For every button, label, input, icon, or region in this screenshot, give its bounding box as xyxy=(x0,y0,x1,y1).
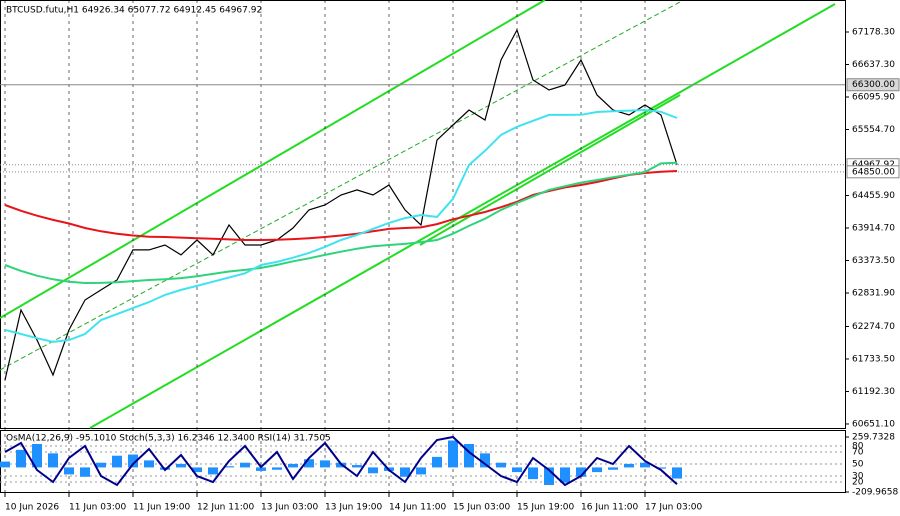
osma-bar xyxy=(592,467,602,473)
osma-bar xyxy=(272,467,282,470)
chart-title: BTCUSD.futu,H1 64926.34 65077.72 64912.4… xyxy=(6,6,262,16)
osma-bar xyxy=(288,463,298,468)
y-tick-label: 66095.90 xyxy=(852,92,895,102)
series-line xyxy=(4,28,678,381)
y-tick-label: 64455.90 xyxy=(852,191,895,201)
osma-bar xyxy=(672,467,682,479)
osma-bar xyxy=(496,462,506,468)
y-tick-label: 65554.70 xyxy=(852,125,895,135)
osma-bar xyxy=(32,443,42,468)
x-tick-label: 14 Jun 11:00 xyxy=(389,503,446,513)
y-tick-label: 259.7328 xyxy=(852,432,895,442)
price-label: 64850.00 xyxy=(852,167,895,177)
osma-bar xyxy=(96,462,106,468)
series-line xyxy=(4,161,678,285)
osma-bar xyxy=(656,467,666,469)
x-tick-label: 10 Jun 2026 xyxy=(5,503,59,513)
y-tick-label: -209.9658 xyxy=(852,488,898,498)
y-tick-label: 62831.90 xyxy=(852,289,895,299)
osma-bar xyxy=(416,467,426,475)
channel-lines xyxy=(0,0,836,429)
osma-bar xyxy=(80,467,90,477)
osma-bar xyxy=(480,453,490,468)
osma-bar xyxy=(128,454,138,468)
y-tick-label: 61733.50 xyxy=(852,354,895,364)
osma-bar xyxy=(608,467,618,470)
osma-bar xyxy=(16,449,26,468)
y2-tick-label: 30 xyxy=(852,471,864,481)
x-tick-label: 16 Jun 11:00 xyxy=(581,503,638,513)
osma-bar xyxy=(112,455,122,468)
osma-bar xyxy=(320,460,330,468)
osma-bar xyxy=(512,467,522,473)
channel-midline xyxy=(0,1,681,371)
y-tick-label: 63373.50 xyxy=(852,256,895,266)
osma-bar xyxy=(528,467,538,480)
osma-bar xyxy=(208,467,218,475)
x-tick-label: 17 Jun 03:00 xyxy=(645,503,702,513)
y2-tick-label: 80 xyxy=(852,442,864,452)
y-tick-label: 62274.70 xyxy=(852,322,895,332)
y-tick-label: 60651.10 xyxy=(852,419,895,429)
osma-bar xyxy=(0,461,10,468)
osma-bar xyxy=(144,460,154,468)
indicator-title: OsMA(12,26,9) -95.1010 Stoch(5,3,3) 16.2… xyxy=(6,434,331,444)
y-tick-label: 63914.70 xyxy=(852,223,895,233)
y2-tick-label: 50 xyxy=(852,459,864,469)
price-label: 66300.00 xyxy=(852,80,895,90)
y2-tick-label: 70 xyxy=(852,448,864,458)
osma-bar xyxy=(304,459,314,468)
osma-bar xyxy=(224,466,234,468)
y-tick-label: 67178.30 xyxy=(852,27,895,37)
series-line xyxy=(4,435,678,487)
series-line xyxy=(4,170,678,241)
osma-bar xyxy=(256,467,266,471)
y-tick-label: 61192.30 xyxy=(852,387,895,397)
osma-bar xyxy=(576,467,586,477)
osma-bar xyxy=(176,463,186,468)
osma-bar xyxy=(240,462,250,468)
y2-tick-label: 20 xyxy=(852,477,864,487)
osma-bar xyxy=(352,465,362,468)
x-tick-label: 13 Jun 03:00 xyxy=(261,503,318,513)
price-label-box xyxy=(846,165,900,179)
x-tick-label: 11 Jun 03:00 xyxy=(69,503,126,513)
x-tick-label: 15 Jun 19:00 xyxy=(517,503,574,513)
osma-bar xyxy=(544,467,554,485)
osma-bar xyxy=(368,467,378,474)
osma-bar xyxy=(640,462,650,468)
x-tick-label: 13 Jun 19:00 xyxy=(325,503,382,513)
osma-bar xyxy=(400,467,410,477)
osma-bar xyxy=(192,467,202,473)
price-label-box xyxy=(846,78,900,92)
x-tick-label: 15 Jun 03:00 xyxy=(453,503,510,513)
osma-bar xyxy=(464,443,474,468)
osma-bar xyxy=(624,463,634,468)
price-label: 64967.92 xyxy=(852,160,895,170)
osma-bar xyxy=(432,456,442,468)
osma-bar xyxy=(64,467,74,475)
osma-bar xyxy=(448,440,458,468)
series-line xyxy=(4,108,678,343)
osma-bar xyxy=(560,467,570,483)
osma-bar xyxy=(48,453,58,468)
x-tick-label: 11 Jun 19:00 xyxy=(133,503,190,513)
y-tick-label: 66637.30 xyxy=(852,60,895,70)
x-tick-label: 12 Jun 11:00 xyxy=(197,503,254,513)
